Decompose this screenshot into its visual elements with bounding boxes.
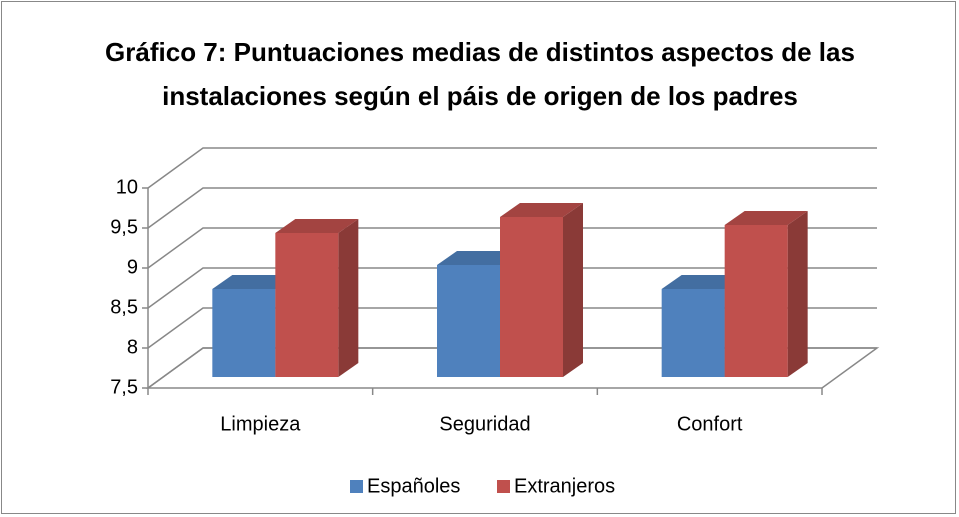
y-tick-label: 7,5 (110, 376, 138, 398)
bar-side (563, 203, 583, 377)
legend-label: Extranjeros (514, 475, 615, 497)
x-tick-label: Confort (677, 413, 743, 435)
bar (275, 219, 359, 377)
bar-top (437, 251, 520, 265)
bar-front (437, 265, 500, 377)
bar (724, 211, 808, 377)
grid-line (147, 267, 877, 309)
bar-front (661, 289, 725, 377)
bar-top (275, 219, 359, 233)
bar-front (212, 289, 276, 377)
bar-top (661, 275, 745, 289)
legend-swatch (497, 480, 510, 493)
bar-side (787, 211, 808, 377)
grid-line (147, 227, 877, 269)
y-tick-label: 10 (116, 176, 138, 198)
x-tick-label: Limpieza (220, 413, 301, 435)
grid-line (147, 187, 877, 229)
y-tick-label: 9 (127, 256, 138, 278)
grid-line (147, 147, 877, 189)
y-tick-label: 9,5 (110, 216, 138, 238)
y-tick-label: 8 (127, 336, 138, 358)
bar-top (724, 211, 808, 225)
bar-front (500, 217, 563, 377)
bar-top (212, 275, 296, 289)
chart-title: Gráfico 7: Puntuaciones medias de distin… (105, 37, 855, 111)
bar-side (338, 219, 359, 377)
y-tick-label: 8,5 (110, 296, 138, 318)
bar-top (500, 203, 583, 217)
x-tick-label: Seguridad (439, 413, 530, 435)
bar-front (275, 233, 339, 377)
bar-front (724, 225, 788, 377)
legend-label: Españoles (367, 475, 460, 497)
grid-line (147, 307, 877, 349)
bar (500, 203, 583, 377)
grid-line (147, 347, 877, 389)
legend-swatch (350, 480, 363, 493)
